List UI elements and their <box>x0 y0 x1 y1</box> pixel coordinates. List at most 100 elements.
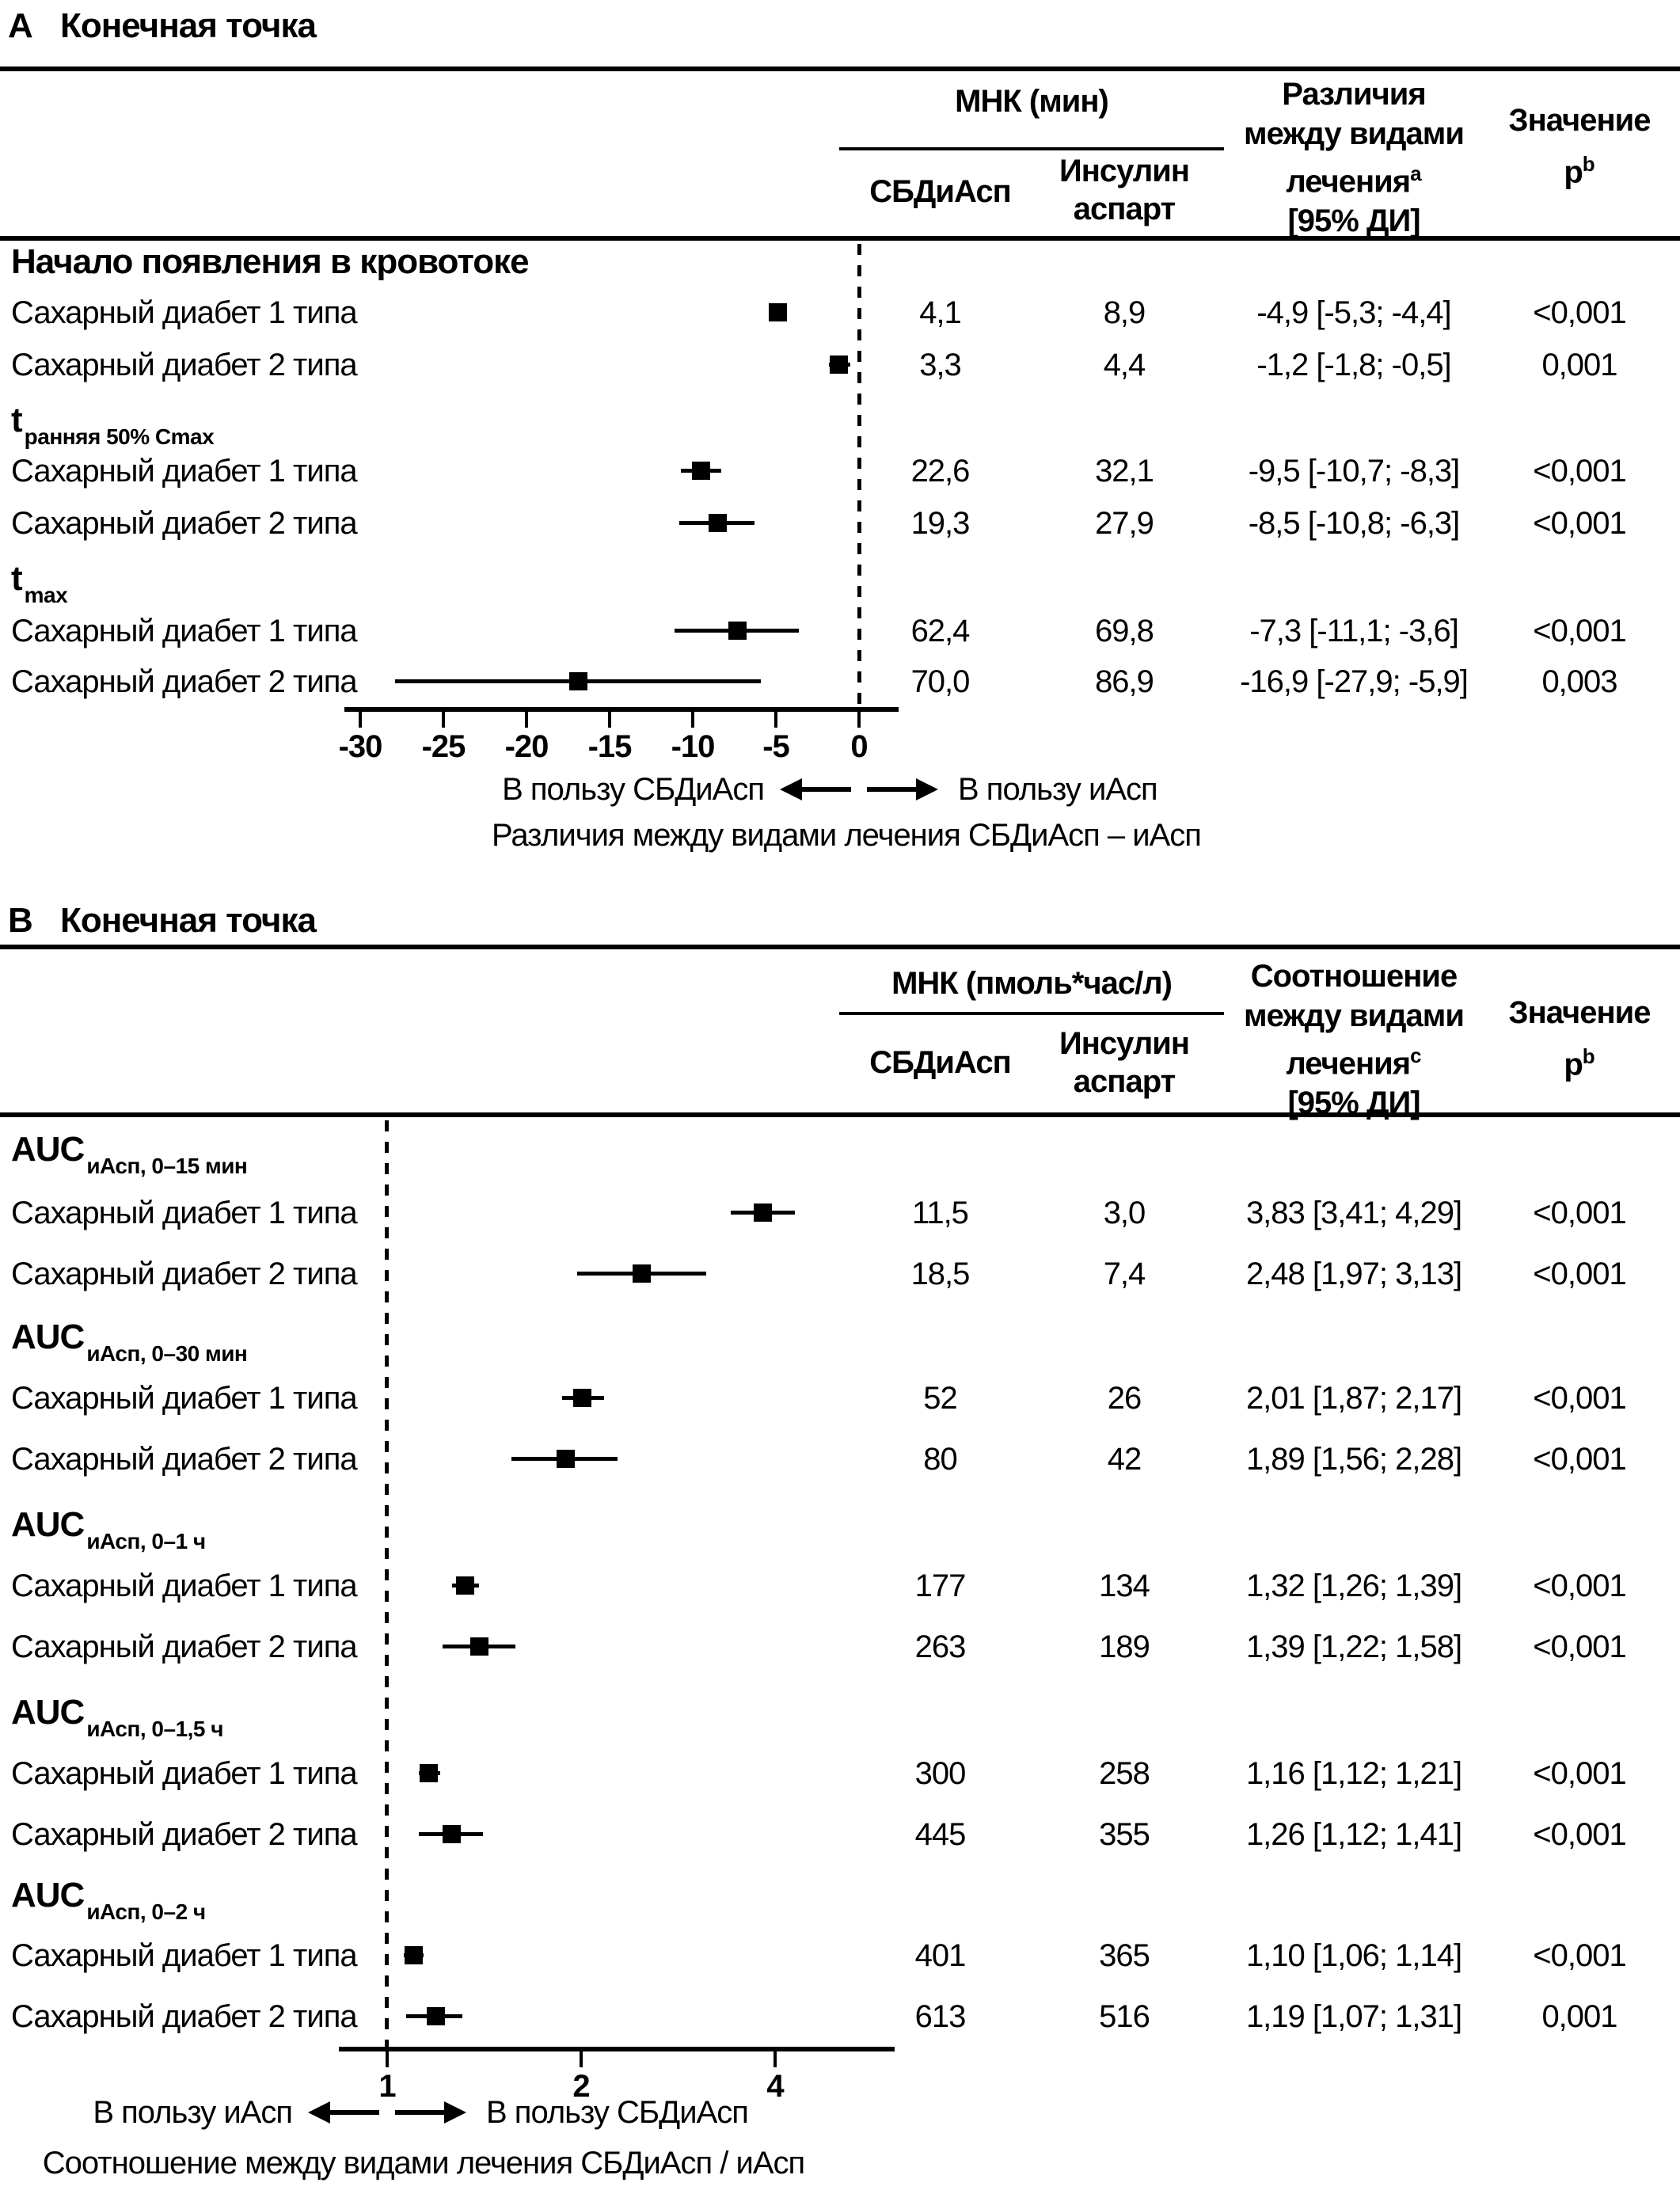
value-sbdiasp: 11,5 <box>912 1196 969 1230</box>
effect-header-line3: леченияc <box>1286 1044 1422 1082</box>
group-heading-main: AUC <box>11 1876 85 1915</box>
value-sbdiasp: 80 <box>923 1442 958 1477</box>
group-heading-subscript: иАсп, 0–1 ч <box>86 1529 206 1553</box>
table-row: Сахарный диабет 2 типа 70,0 86,9 -16,9 [-27… <box>0 654 1680 709</box>
x-axis-caption-a: Различия между видами лечения СБДиАсп – … <box>492 818 1202 853</box>
axis-tick-label: -15 <box>587 729 633 764</box>
row-label: Сахарный диабет 2 типа <box>11 664 358 699</box>
unit-underline <box>839 147 1224 150</box>
value-p: <0,001 <box>1533 1938 1626 1973</box>
group-heading-main: t <box>11 401 23 439</box>
favors-row-a: В пользу СБДиАсп В пользу иАсп <box>0 766 1680 813</box>
p-header-label: Значение <box>1508 103 1651 138</box>
row-label: Сахарный диабет 1 типа <box>11 454 358 489</box>
group-heading: t max <box>11 553 68 607</box>
effect-header-line2: между видами <box>1244 116 1465 151</box>
value-effect: 1,32 [1,26; 1,39] <box>1245 1569 1462 1603</box>
table-row: Сахарный диабет 2 типа 263 189 1,39 [1,22; … <box>0 1619 1680 1675</box>
row-label: Сахарный диабет 1 типа <box>11 1569 358 1603</box>
row-label: Сахарный диабет 1 типа <box>11 614 358 648</box>
axis-tick-label: -5 <box>762 729 790 764</box>
value-aspart: 4,4 <box>1103 348 1146 382</box>
group-heading-subscript: иАсп, 0–15 мин <box>86 1154 248 1178</box>
effect-header-line3: леченияa <box>1286 162 1422 200</box>
axis-tick-label: -25 <box>421 729 466 764</box>
table-row: Сахарный диабет 1 типа 22,6 32,1 -9,5 [-10,… <box>0 443 1680 499</box>
row-label: Сахарный диабет 2 типа <box>11 1999 358 2034</box>
x-axis-caption-b: Соотношение между видами лечения СБДиАсп… <box>42 2146 805 2181</box>
value-effect: 1,39 [1,22; 1,58] <box>1245 1629 1462 1664</box>
point-estimate-marker <box>692 462 710 480</box>
value-p: <0,001 <box>1533 1569 1626 1603</box>
value-effect: -9,5 [-10,7; -8,3] <box>1248 454 1461 489</box>
group-heading-main: Начало появления в кровотоке <box>11 242 530 281</box>
column-header-p: Значение pb <box>1488 991 1670 1086</box>
table-row: Сахарный диабет 1 типа 300 258 1,16 [1,12; … <box>0 1746 1680 1801</box>
value-p: <0,001 <box>1533 1817 1626 1852</box>
value-p: <0,001 <box>1533 1381 1626 1416</box>
value-p: <0,001 <box>1533 1196 1626 1230</box>
point-estimate-marker <box>443 1825 462 1843</box>
group-heading-main: AUC <box>11 1693 85 1732</box>
axis-tick <box>691 712 694 728</box>
group-heading: AUC иАсп, 0–15 мин <box>11 1124 248 1178</box>
effect-header-ci: [95% ДИ] <box>1287 203 1420 239</box>
point-estimate-marker <box>830 356 849 374</box>
footnote-a: a <box>1410 162 1422 185</box>
column-header-effect: Различия между видами леченияa [95% ДИ] <box>1211 74 1496 241</box>
favors-left-label: В пользу иАсп <box>93 2095 293 2130</box>
value-sbdiasp: 3,3 <box>919 348 962 382</box>
row-label: Сахарный диабет 1 типа <box>11 1196 358 1230</box>
value-effect: 1,10 [1,06; 1,14] <box>1245 1938 1462 1973</box>
panel-a-label: A <box>8 6 33 45</box>
axis-tick-label: 0 <box>850 729 868 764</box>
panel-a-title-row: A Конечная точка <box>8 6 317 46</box>
axis-line <box>339 2047 895 2051</box>
top-rule <box>0 945 1680 949</box>
axis-tick <box>442 712 445 728</box>
value-effect: -1,2 [-1,8; -0,5] <box>1256 348 1451 382</box>
column-header-sbdiasp: СБДиАсп <box>869 174 1012 209</box>
axis-tick-label: -20 <box>504 729 549 764</box>
value-aspart: 355 <box>1099 1817 1150 1852</box>
value-effect: 3,83 [3,41; 4,29] <box>1245 1196 1462 1230</box>
value-effect: 1,89 [1,56; 2,28] <box>1245 1442 1462 1477</box>
value-aspart: 516 <box>1099 1999 1150 2034</box>
value-sbdiasp: 52 <box>923 1381 958 1416</box>
column-header-aspart: Инсулин аспарт <box>1059 1026 1190 1099</box>
axis-tick <box>386 2051 389 2067</box>
point-estimate-marker <box>420 1764 438 1782</box>
axis-tick <box>857 712 861 728</box>
group-heading-main: AUC <box>11 1130 85 1169</box>
axis-tick <box>774 712 777 728</box>
point-estimate-marker <box>709 514 727 532</box>
column-header-sbdiasp: СБДиАсп <box>869 1045 1012 1080</box>
value-aspart: 365 <box>1099 1938 1150 1973</box>
favors-row-b: В пользу иАсп В пользу СБДиАсп <box>0 2089 1680 2136</box>
row-label: Сахарный диабет 1 типа <box>11 1756 358 1791</box>
group-heading-subscript: иАсп, 0–1,5 ч <box>86 1717 224 1741</box>
axis-tick <box>525 712 528 728</box>
unit-header: МНК (пмоль*час/л) <box>891 966 1173 1001</box>
panel-b: B Конечная точка МНК (пмоль*час/л) СБДиАс… <box>0 887 1680 2194</box>
p-header-label: Значение <box>1508 995 1651 1030</box>
footnote-c: c <box>1410 1044 1422 1067</box>
row-label: Сахарный диабет 2 типа <box>11 506 358 541</box>
axis-tick-label: 4 <box>766 2069 784 2104</box>
value-sbdiasp: 300 <box>914 1756 967 1791</box>
point-estimate-marker <box>632 1264 651 1283</box>
group-heading-subscript: иАсп, 0–30 мин <box>86 1341 248 1366</box>
value-effect: 2,48 [1,97; 3,13] <box>1245 1257 1462 1291</box>
value-effect: -7,3 [-11,1; -3,6] <box>1249 614 1459 648</box>
group-heading-subscript: ранняя 50% Cmax <box>24 424 215 449</box>
row-label: Сахарный диабет 2 типа <box>11 1817 358 1852</box>
value-sbdiasp: 263 <box>914 1629 967 1664</box>
axis-tick-label: -10 <box>671 729 716 764</box>
value-effect: 1,16 [1,12; 1,21] <box>1245 1756 1462 1791</box>
row-label: Сахарный диабет 1 типа <box>11 1381 358 1416</box>
table-row: Сахарный диабет 2 типа 613 516 1,19 [1,07; … <box>0 1989 1680 2044</box>
value-sbdiasp: 401 <box>914 1938 967 1973</box>
footnote-b: b <box>1582 1044 1595 1068</box>
panel-a-title: Конечная точка <box>60 6 317 45</box>
